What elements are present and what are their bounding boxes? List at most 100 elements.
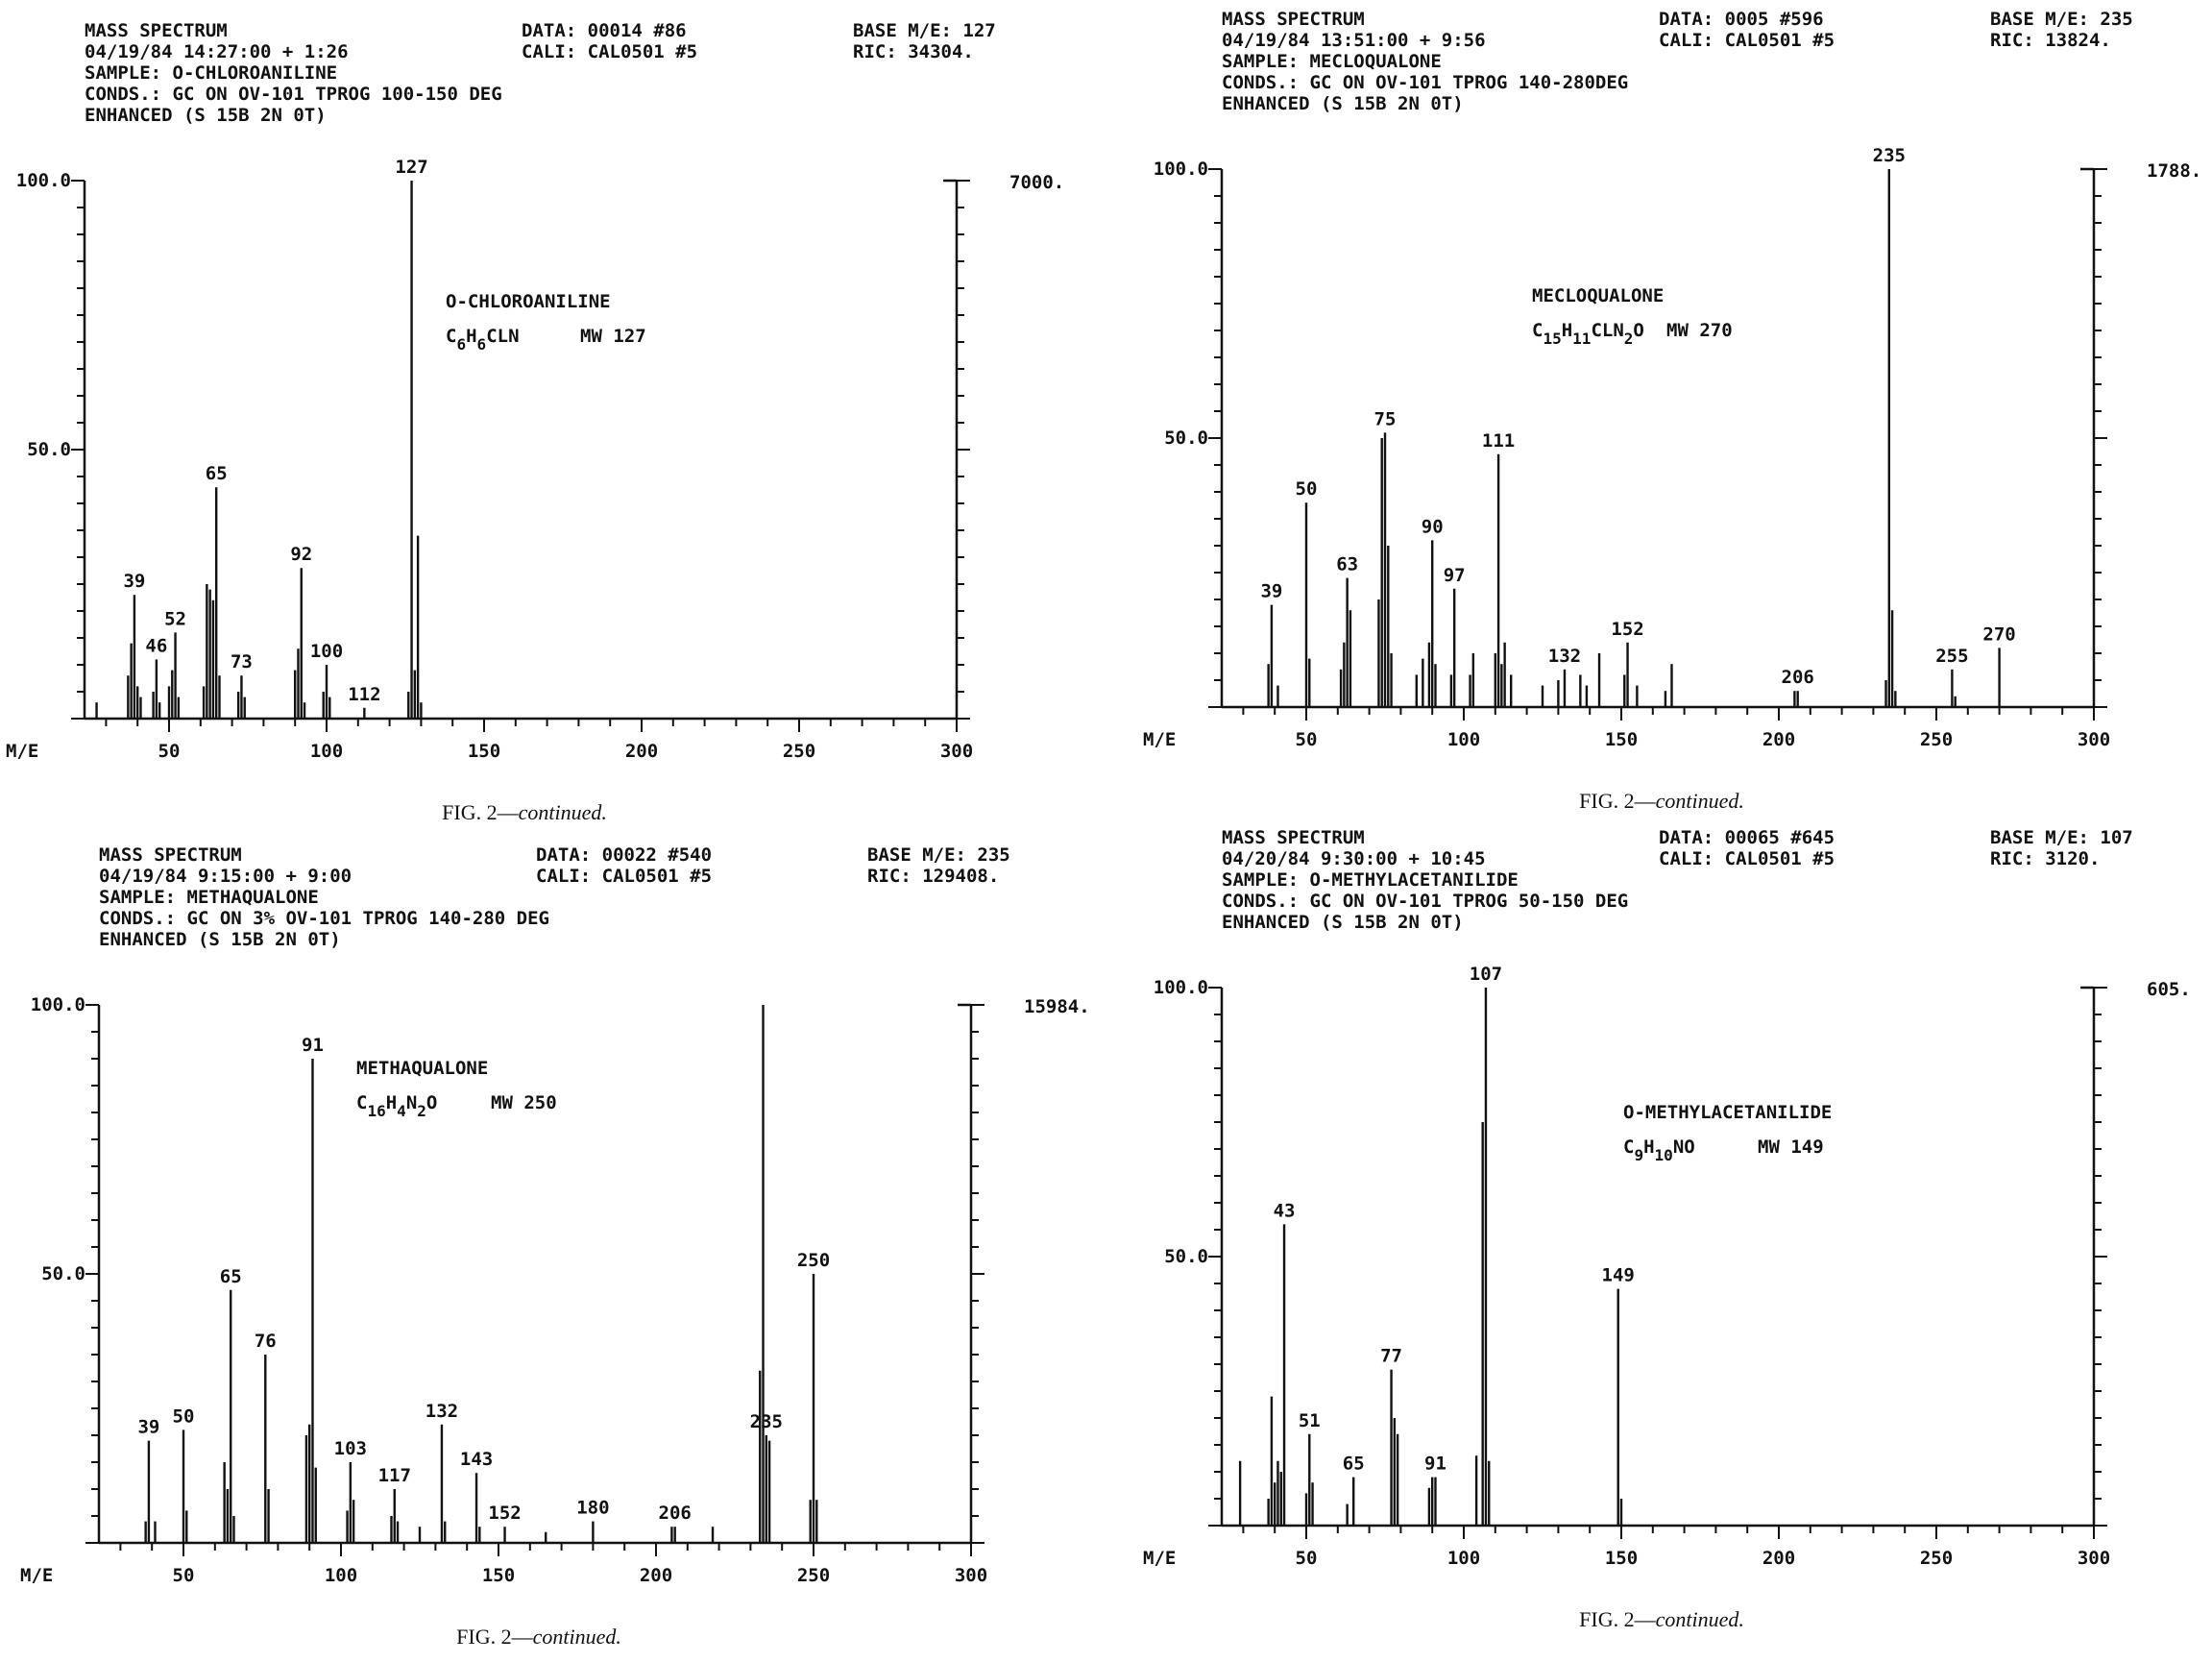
peak-label: 39 bbox=[123, 571, 145, 592]
formula-part: C bbox=[356, 1092, 367, 1113]
peak-label: 50 bbox=[1296, 478, 1318, 500]
x-axis-label: M/E bbox=[20, 1565, 53, 1586]
peak-label: 152 bbox=[1611, 619, 1643, 640]
header-line: 04/19/84 14:27:00 + 1:26 bbox=[85, 41, 349, 62]
y-tick-label-100: 100.0 bbox=[1154, 159, 1208, 180]
base-info: BASE M/E: 107 bbox=[1990, 827, 2133, 848]
x-tick-label: 100 bbox=[310, 741, 343, 762]
x-tick-label: 300 bbox=[940, 741, 973, 762]
figure-caption: FIG. 2—continued. bbox=[1579, 1607, 1744, 1631]
formula-part: CLN bbox=[486, 326, 519, 347]
x-tick-label: 250 bbox=[783, 741, 815, 762]
peak-label: 92 bbox=[290, 544, 312, 565]
peak-label: 91 bbox=[1424, 1454, 1446, 1475]
compound-name: O-METHYLACETANILIDE bbox=[1623, 1102, 1832, 1123]
peak-label: 46 bbox=[145, 635, 167, 656]
peak-label: 73 bbox=[231, 651, 253, 672]
formula-part: CLN bbox=[1591, 320, 1623, 341]
x-tick-label: 150 bbox=[1605, 729, 1638, 750]
peak-label: 132 bbox=[425, 1401, 458, 1422]
right-scale-label: 605. bbox=[2147, 979, 2191, 1000]
right-scale-label: 15984. bbox=[1024, 996, 1090, 1017]
x-tick-label: 200 bbox=[1762, 729, 1795, 750]
formula-part: H bbox=[466, 326, 476, 347]
x-tick-label: 50 bbox=[173, 1565, 195, 1586]
peak-label: 117 bbox=[378, 1465, 411, 1486]
data-info: DATA: 00065 #645 bbox=[1659, 827, 1835, 848]
base-info: BASE M/E: 127 bbox=[853, 20, 996, 41]
peak-label: 75 bbox=[1374, 408, 1397, 429]
caption-continued: continued. bbox=[1656, 789, 1744, 813]
peak-label: 235 bbox=[1873, 145, 1906, 166]
compound-formula: C9H10NO bbox=[1623, 1137, 1695, 1164]
peak-label: 65 bbox=[206, 463, 228, 484]
header-line: ENHANCED (S 15B 2N 0T) bbox=[1222, 912, 1464, 933]
caption-continued: continued. bbox=[1656, 1607, 1744, 1631]
x-tick-label: 100 bbox=[1447, 1548, 1480, 1569]
x-tick-label: 100 bbox=[325, 1565, 357, 1586]
figure-caption: FIG. 2—continued. bbox=[442, 800, 607, 824]
formula-part: C bbox=[1532, 320, 1543, 341]
peak-label: 152 bbox=[488, 1503, 521, 1524]
data-info: CALI: CAL0501 #5 bbox=[1659, 848, 1835, 869]
formula-part: 2 bbox=[1624, 330, 1634, 348]
peak-label: 132 bbox=[1548, 646, 1581, 667]
x-tick-label: 250 bbox=[1920, 729, 1953, 750]
data-info: DATA: 00022 #540 bbox=[536, 844, 712, 866]
peak-label: 91 bbox=[302, 1035, 324, 1056]
base-info: BASE M/E: 235 bbox=[867, 844, 1010, 866]
y-tick-label-100: 100.0 bbox=[1154, 977, 1208, 998]
formula-part: 2 bbox=[417, 1102, 426, 1120]
formula-part: NO bbox=[1673, 1137, 1695, 1158]
y-tick-label-100: 100.0 bbox=[16, 170, 71, 191]
peak-label: 250 bbox=[797, 1250, 830, 1271]
peak-label: 255 bbox=[1935, 646, 1968, 667]
header-line: ENHANCED (S 15B 2N 0T) bbox=[85, 105, 327, 126]
y-tick-label-50: 50.0 bbox=[41, 1263, 85, 1284]
header-line: SAMPLE: O-METHYLACETANILIDE bbox=[1222, 869, 1519, 891]
x-tick-label: 300 bbox=[955, 1565, 987, 1586]
peak-label: 100 bbox=[310, 641, 343, 662]
header-line: 04/19/84 13:51:00 + 9:56 bbox=[1222, 30, 1486, 51]
right-scale-label: 1788. bbox=[2147, 160, 2201, 182]
header-line: MASS SPECTRUM bbox=[99, 844, 242, 866]
peak-label: 90 bbox=[1422, 516, 1444, 537]
compound-formula: C6H6CLN bbox=[446, 326, 520, 354]
formula-part: 6 bbox=[477, 335, 487, 354]
formula-part: 9 bbox=[1634, 1146, 1643, 1164]
molecular-weight: MW 250 bbox=[491, 1092, 557, 1113]
x-tick-label: 200 bbox=[625, 741, 658, 762]
formula-part: C bbox=[1623, 1137, 1634, 1158]
caption-continued: continued. bbox=[533, 1625, 621, 1649]
molecular-weight: MW 127 bbox=[580, 326, 646, 347]
base-info: RIC: 34304. bbox=[853, 41, 974, 62]
header-line: CONDS.: GC ON 3% OV-101 TPROG 140-280 DE… bbox=[99, 908, 549, 929]
x-tick-label: 150 bbox=[482, 1565, 515, 1586]
formula-part: C bbox=[446, 326, 456, 347]
base-info: BASE M/E: 235 bbox=[1990, 9, 2133, 30]
header-line: 04/19/84 9:15:00 + 9:00 bbox=[99, 866, 352, 887]
x-tick-label: 100 bbox=[1447, 729, 1480, 750]
header-line: CONDS.: GC ON OV-101 TPROG 140-280DEG bbox=[1222, 72, 1628, 93]
right-scale-label: 7000. bbox=[1009, 172, 1064, 193]
y-tick-label-50: 50.0 bbox=[1164, 1246, 1208, 1267]
data-info: DATA: 0005 #596 bbox=[1659, 9, 1824, 30]
formula-part: 10 bbox=[1655, 1146, 1673, 1164]
compound-formula: C15H11CLN2O bbox=[1532, 320, 1644, 348]
peak-label: 39 bbox=[137, 1417, 159, 1438]
x-tick-label: 50 bbox=[1296, 729, 1318, 750]
x-tick-label: 250 bbox=[1920, 1548, 1953, 1569]
header-line: SAMPLE: MECLOQUALONE bbox=[1222, 51, 1442, 72]
compound-formula: C16H4N2O bbox=[356, 1092, 437, 1120]
peak-label: 111 bbox=[1482, 430, 1515, 452]
peak-label: 206 bbox=[1782, 667, 1814, 688]
caption-fig: FIG. 2— bbox=[1579, 1607, 1656, 1631]
peak-label: 103 bbox=[334, 1438, 367, 1459]
x-tick-label: 200 bbox=[640, 1565, 672, 1586]
formula-part: O bbox=[426, 1092, 437, 1113]
x-tick-label: 250 bbox=[797, 1565, 830, 1586]
